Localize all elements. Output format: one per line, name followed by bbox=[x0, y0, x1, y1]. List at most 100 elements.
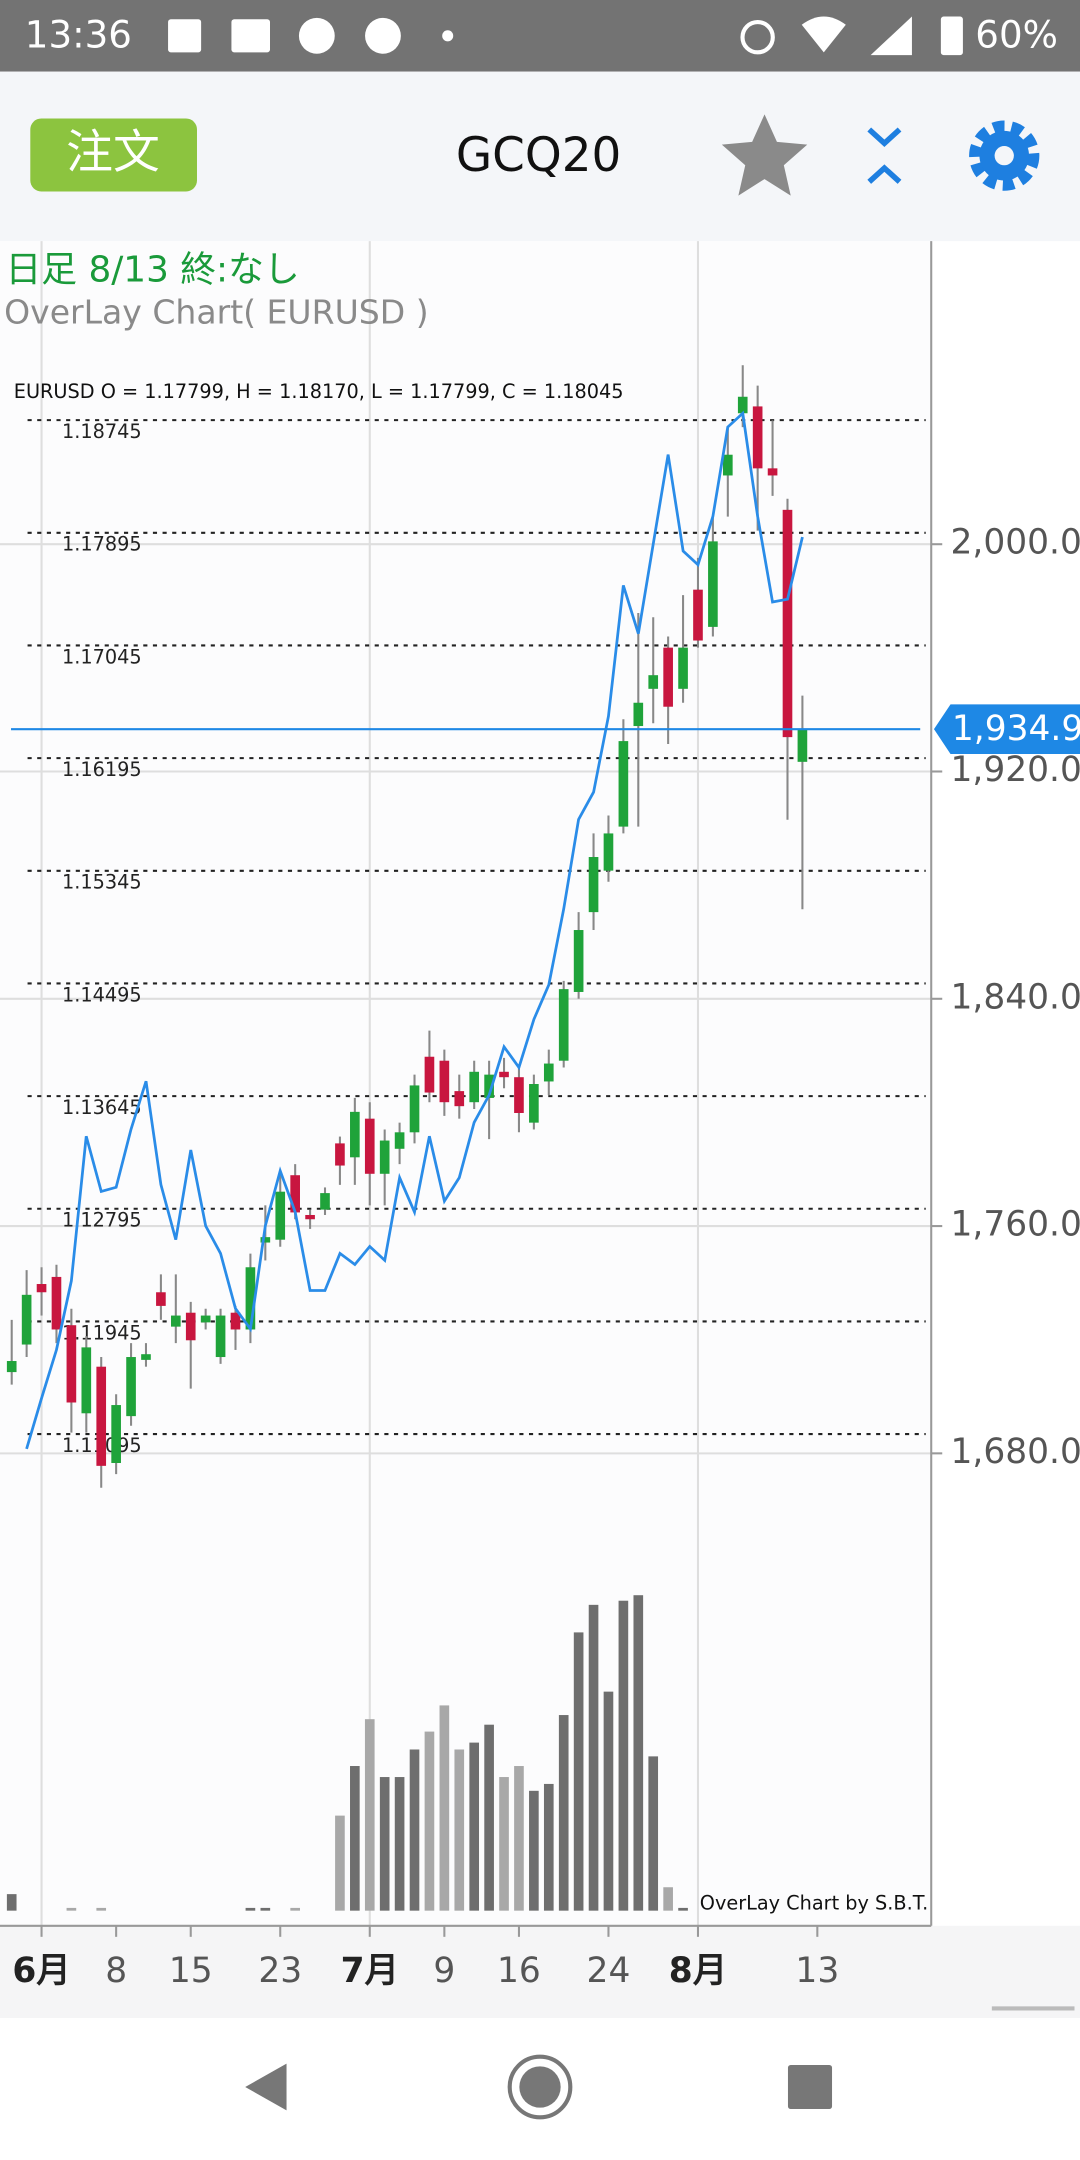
volume-bar bbox=[439, 1705, 450, 1911]
gallery-icon bbox=[168, 19, 202, 53]
candle-body bbox=[663, 647, 673, 707]
overlay-tick-label: 1.17045 bbox=[62, 645, 142, 668]
candle-body bbox=[6, 1361, 17, 1373]
x-tick-label: 15 bbox=[169, 1951, 213, 1991]
overlay-line bbox=[25, 410, 804, 1450]
overlay-tick-label: 1.13645 bbox=[62, 1096, 142, 1119]
y-tick-label: 1,760.0 bbox=[951, 1205, 1080, 1245]
volume-bar bbox=[514, 1766, 524, 1911]
recents-button[interactable] bbox=[787, 2064, 833, 2110]
symbol: GCQ20 bbox=[456, 129, 621, 183]
back-button[interactable] bbox=[245, 2063, 287, 2111]
volume-bar bbox=[678, 1907, 688, 1911]
gear-hole[interactable] bbox=[994, 146, 1014, 166]
volume-bar bbox=[603, 1691, 614, 1911]
volume-bar bbox=[66, 1907, 77, 1911]
status-icons bbox=[168, 16, 963, 56]
overlay-tick-label: 1.12795 bbox=[62, 1209, 142, 1232]
overlay-tick-label: 1.17895 bbox=[62, 533, 142, 556]
candle-body bbox=[81, 1347, 92, 1414]
volume-bar bbox=[573, 1632, 584, 1911]
status-time: 13:36 bbox=[25, 13, 132, 57]
candle-body bbox=[752, 406, 763, 469]
volume-bar bbox=[409, 1749, 420, 1911]
candle-body bbox=[603, 833, 614, 871]
order-button[interactable] bbox=[30, 118, 197, 192]
mail-icon bbox=[231, 19, 270, 53]
candle-body bbox=[245, 1267, 256, 1330]
volume-bar bbox=[618, 1600, 629, 1911]
volume-bar bbox=[648, 1756, 659, 1911]
candle-body bbox=[156, 1292, 166, 1306]
y-tick-label: 1,840.0 bbox=[951, 977, 1080, 1017]
overlay-tick-label: 1.18745 bbox=[62, 420, 142, 443]
candle-body bbox=[141, 1354, 151, 1360]
candle-body bbox=[200, 1315, 211, 1323]
candle-body bbox=[305, 1214, 315, 1220]
candle-body bbox=[215, 1315, 226, 1358]
signal-icon bbox=[870, 16, 912, 56]
overlay-tick-label: 1.14495 bbox=[62, 983, 142, 1006]
candle-body bbox=[409, 1085, 420, 1133]
x-tick-label: 8月 bbox=[669, 1951, 727, 1991]
x-tick-label: 9 bbox=[433, 1951, 455, 1991]
volume-bar bbox=[558, 1715, 569, 1911]
volume-bar bbox=[469, 1742, 480, 1911]
candle-body bbox=[364, 1118, 375, 1174]
candle-body bbox=[66, 1325, 77, 1403]
volume-bar bbox=[96, 1907, 107, 1911]
candle-body bbox=[424, 1056, 435, 1093]
watermark: OverLay Chart by S.B.T. bbox=[700, 1891, 929, 1914]
candle-body bbox=[126, 1357, 136, 1417]
candle-body bbox=[499, 1071, 509, 1078]
volume-bar bbox=[364, 1719, 375, 1911]
candle-body bbox=[454, 1091, 465, 1107]
ohlc-label: EURUSD O = 1.17799, H = 1.18170, L = 1.1… bbox=[14, 380, 624, 403]
candle-body bbox=[230, 1312, 241, 1330]
volume-bar bbox=[454, 1749, 465, 1911]
settings-button[interactable] bbox=[969, 120, 1040, 191]
candle-body bbox=[469, 1071, 480, 1103]
chevron-up[interactable] bbox=[867, 164, 902, 184]
candle-body bbox=[275, 1191, 286, 1240]
facebook-icon bbox=[298, 17, 335, 54]
candle-body bbox=[260, 1237, 271, 1243]
x-tick-label: 13 bbox=[795, 1951, 839, 1991]
home-button-core[interactable] bbox=[519, 2066, 561, 2108]
candle-body bbox=[678, 647, 688, 689]
home-button[interactable] bbox=[507, 2054, 573, 2120]
status-battery: 60% bbox=[975, 13, 1058, 57]
candle-body bbox=[96, 1366, 107, 1466]
candle-body bbox=[737, 396, 748, 414]
overlay-tick-label: 1.15345 bbox=[62, 871, 142, 894]
collapse-button[interactable] bbox=[867, 127, 902, 184]
battery-icon bbox=[940, 16, 963, 56]
facebook-icon bbox=[365, 17, 401, 54]
chart: 1.110951.119451.127951.136451.144951.153… bbox=[0, 241, 932, 1926]
candle-body bbox=[618, 741, 629, 827]
volume-bar bbox=[394, 1777, 405, 1911]
candle-body bbox=[36, 1284, 47, 1293]
candle-body bbox=[290, 1175, 300, 1213]
chevron-down[interactable] bbox=[867, 127, 902, 147]
y-tick-label: 1,680.0 bbox=[951, 1432, 1080, 1472]
candle-body bbox=[350, 1111, 360, 1158]
candle-body bbox=[708, 541, 718, 627]
chart-title: 日足 8/13 終:なし bbox=[6, 249, 300, 290]
order-button-label[interactable]: 注文 bbox=[66, 126, 160, 180]
volume-bar bbox=[245, 1907, 256, 1911]
favorite-button[interactable] bbox=[721, 114, 808, 196]
plot-area bbox=[0, 241, 932, 1926]
candle-body bbox=[558, 989, 569, 1061]
volume-bar bbox=[499, 1777, 509, 1911]
candle-body bbox=[722, 454, 733, 476]
volume-bar bbox=[529, 1790, 539, 1911]
candle-body bbox=[170, 1315, 181, 1327]
volume-bar bbox=[543, 1783, 554, 1911]
gear-teeth[interactable] bbox=[969, 120, 1040, 191]
candle-body bbox=[514, 1077, 524, 1113]
status-bar bbox=[0, 0, 1080, 72]
volume-bar bbox=[663, 1887, 673, 1911]
x-tick-label: 6月 bbox=[12, 1951, 70, 1991]
